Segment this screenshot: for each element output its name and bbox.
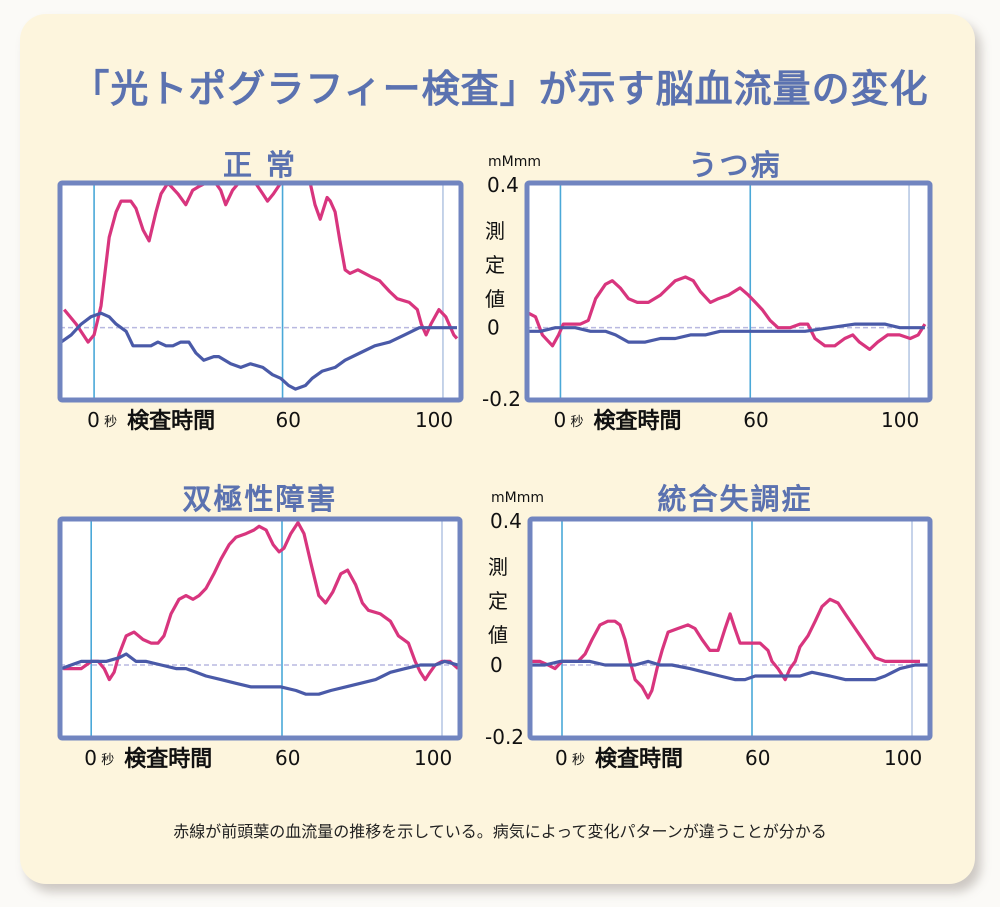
x-tick-label: 0: [555, 746, 568, 770]
x-tick-label: 0: [84, 746, 97, 770]
x-axis-label: 検査時間: [124, 747, 212, 772]
plot-frame: [57, 516, 463, 741]
red-series-line: [531, 597, 920, 700]
x-tick-label: 100: [415, 408, 453, 432]
x-unit-label: 秒: [104, 415, 117, 430]
y-axis-label-char: 測: [488, 555, 508, 579]
x-unit-label: 秒: [570, 415, 583, 430]
x-tick-label: 60: [276, 408, 301, 432]
caption: 赤線が前頭葉の血流量の推移を示している。病気によって変化パターンが違うことが分か…: [173, 822, 827, 841]
y-axis-label-char: 値: [488, 623, 508, 647]
chart-title-depression: うつ病: [688, 148, 782, 182]
blue-series-line: [528, 322, 925, 344]
red-series-line: [62, 181, 459, 344]
x-tick-label: 100: [414, 746, 452, 770]
red-series-line: [63, 520, 460, 682]
x-tick-label: 60: [743, 408, 768, 432]
x-unit-label: 秒: [101, 753, 114, 768]
x-axis-label: 検査時間: [127, 409, 215, 434]
x-axis-label: 検査時間: [593, 409, 681, 434]
plot-frame: [524, 180, 933, 403]
y-tick-label: 0.4: [487, 173, 519, 197]
plot-area: [527, 183, 930, 400]
y-unit-label: mMmm: [488, 154, 541, 170]
red-series-line: [527, 275, 927, 351]
plot-frame: [57, 180, 464, 403]
y-tick-label: 0: [487, 316, 500, 340]
chart-title-bipolar: 双極性障害: [182, 482, 338, 516]
x-tick-label: 100: [881, 408, 919, 432]
chart-title-normal: 正 常: [222, 148, 298, 182]
y-tick-label: -0.2: [485, 725, 524, 749]
blue-series-line: [531, 659, 928, 682]
x-tick-label: 0: [87, 408, 100, 432]
y-unit-label: mMmm: [491, 490, 544, 506]
y-tick-label: 0: [490, 653, 503, 677]
chart-title-schizophrenia: 統合失調症: [657, 482, 813, 516]
x-tick-label: 60: [275, 746, 300, 770]
page-title: 「光トポグラフィー検査」が示す脳血流量の変化: [71, 67, 929, 111]
plot-area: [530, 519, 930, 738]
x-axis-label: 検査時間: [595, 747, 683, 772]
x-tick-label: 60: [745, 746, 770, 770]
x-tick-label: 0: [553, 408, 566, 432]
plot-area: [60, 183, 461, 400]
y-tick-label: 0.4: [490, 509, 522, 533]
y-axis-label-char: 測: [485, 219, 505, 243]
y-axis-label-char: 定: [485, 253, 505, 277]
x-tick-label: 100: [884, 746, 922, 770]
y-axis-label-char: 値: [485, 287, 505, 311]
x-unit-label: 秒: [572, 753, 585, 768]
blue-series-line: [60, 652, 459, 696]
blue-series-line: [60, 311, 457, 391]
y-axis-label-char: 定: [488, 589, 508, 613]
plot-frame: [527, 516, 933, 741]
y-tick-label: -0.2: [482, 387, 521, 411]
